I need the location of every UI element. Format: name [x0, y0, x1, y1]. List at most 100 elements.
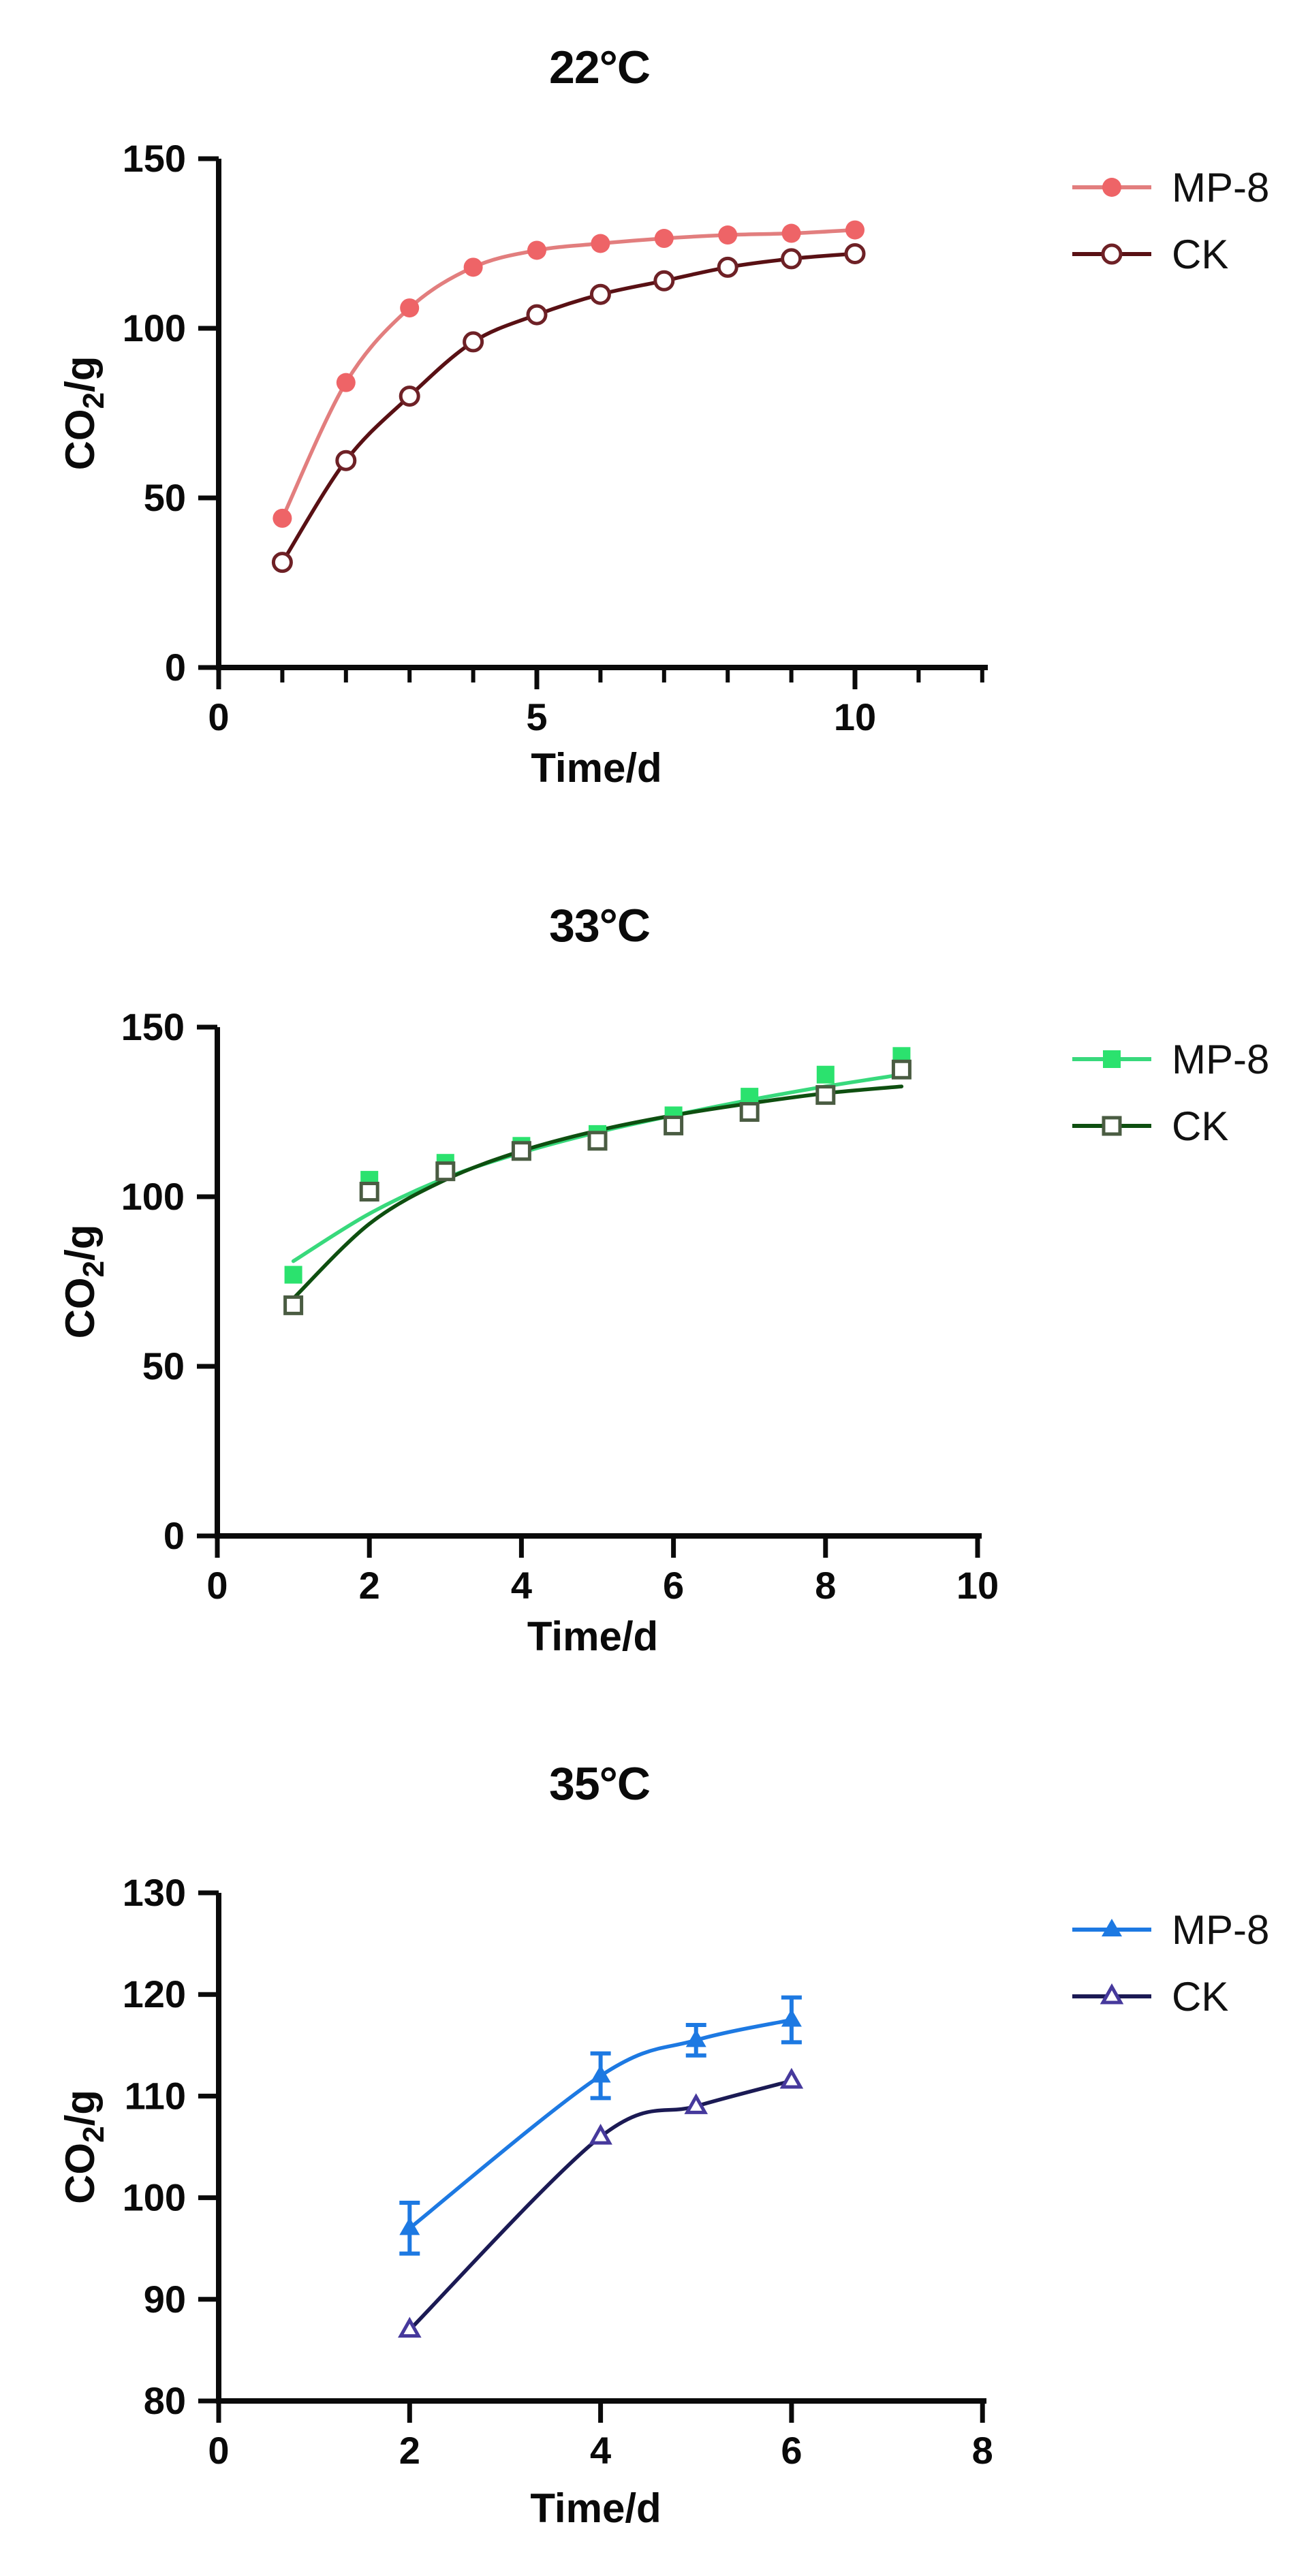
mp-8-marker [284, 1266, 302, 1284]
legend-symbol-ck-icon [1072, 243, 1151, 265]
x-tick-label: 5 [526, 695, 547, 738]
ck-curve [407, 2079, 794, 2332]
plot-33c: 0 50 100 150 0 2 4 6 8 10 Time/d CO2/g [57, 1005, 999, 1659]
ck-marker [399, 386, 420, 407]
ck-marker [463, 331, 484, 353]
x-tick-label: 0 [208, 2429, 229, 2472]
legend-marker [1103, 1050, 1121, 1068]
legend-symbol-mp8-icon [1072, 1050, 1151, 1068]
legend-symbol-ck-icon [1072, 1983, 1151, 2005]
ck-marker [815, 1085, 836, 1105]
mp-8-marker [654, 229, 674, 249]
legend-symbol-mp8-icon [1072, 178, 1151, 197]
mp-8-marker [399, 2217, 420, 2235]
x-tick-label: 4 [590, 2429, 611, 2472]
x-tick-label: 0 [206, 1564, 228, 1607]
ck-marker [398, 2316, 422, 2338]
plot-22c: 0 50 100 150 0 5 10 Time/d CO2/g [57, 137, 988, 791]
mp-8-marker [272, 508, 292, 528]
plot-35c: 80 90 100 110 120 130 0 2 4 6 8 Time/d CO2/g [57, 1871, 993, 2531]
x-axis-title: Time/d [530, 2485, 661, 2531]
x-axis-title: Time/d [527, 1614, 658, 1659]
ck-marker [526, 304, 548, 326]
x-tick-label: 4 [511, 1564, 532, 1607]
legend-marker [1102, 1116, 1122, 1136]
x-tick-label: 6 [663, 1564, 684, 1607]
ck-marker [664, 1115, 684, 1135]
y-tick-label: 150 [121, 1005, 185, 1048]
mp-8-marker [400, 298, 420, 318]
ck-marker [717, 256, 738, 278]
mp-8-marker [781, 2009, 802, 2027]
chart-title-22c: 22°C [549, 42, 651, 93]
mp-8-curve [280, 227, 857, 520]
ck-marker [684, 2093, 708, 2114]
mp-8-marker [781, 223, 801, 243]
y-tick-label: 110 [125, 2074, 186, 2117]
y-axis-title: CO2/g [57, 356, 110, 471]
legend-label-mp8: MP-8 [1172, 1906, 1270, 1953]
mp-8-marker [463, 257, 483, 277]
y-tick-label: 100 [123, 2176, 186, 2219]
y-tick-label: 130 [123, 1871, 186, 1914]
x-axis-title: Time/d [531, 745, 661, 791]
legend-item-mp8: MP-8 [1071, 164, 1270, 210]
legend-22c: MP-8 CK [1071, 164, 1270, 299]
legend-item-ck: CK [1071, 231, 1269, 277]
chart-title-33c: 33°C [549, 900, 651, 952]
mp-8-marker [591, 234, 610, 253]
legend-item-ck: CK [1071, 1103, 1269, 1149]
ck-marker [589, 2123, 612, 2145]
y-tick-label: 100 [121, 1175, 185, 1218]
ck-curve [291, 1084, 904, 1301]
ck-marker [844, 242, 866, 264]
legend-symbol-ck-icon [1072, 1116, 1151, 1136]
y-tick-label: 150 [123, 137, 186, 180]
ck-marker [587, 1131, 608, 1151]
y-tick-label: 0 [165, 646, 186, 689]
y-axis-title: CO2/g [57, 1225, 110, 1339]
y-tick-label: 80 [144, 2379, 186, 2422]
x-tick-label: 10 [834, 695, 876, 738]
x-tick-label: 8 [815, 1564, 836, 1607]
legend-label-ck: CK [1172, 1103, 1229, 1149]
ck-marker [435, 1161, 456, 1182]
y-tick-label: 90 [144, 2278, 186, 2321]
ck-marker [891, 1059, 912, 1080]
y-tick-label: 0 [164, 1514, 185, 1557]
y-tick-label: 120 [123, 1973, 186, 2015]
y-axis-title: CO2/g [57, 2090, 110, 2204]
mp-8-marker [527, 240, 546, 260]
ck-curve [280, 251, 857, 565]
legend-marker [1101, 243, 1123, 265]
ck-marker [739, 1102, 760, 1122]
mp-8-marker [685, 2029, 706, 2047]
chart-block-33c: 33°C MP-8 CK 0 50 100 150 0 2 4 6 8 10 Time/d CO2/g [0, 858, 1308, 1716]
x-tick-label: 0 [208, 695, 229, 738]
legend-35c: MP-8 CK [1071, 1906, 1270, 2041]
legend-label-mp8: MP-8 [1172, 1036, 1270, 1082]
legend-label-ck: CK [1172, 1973, 1229, 2020]
ck-marker [335, 450, 357, 471]
ck-marker [589, 283, 611, 305]
mp-8-marker [718, 225, 738, 245]
chart-block-35c: 35°C MP-8 CK 80 90 100 110 120 130 0 2 4 6 8 Time/d… [0, 1716, 1308, 2576]
legend-label-ck: CK [1172, 231, 1229, 277]
ck-marker [781, 248, 803, 270]
ck-marker [511, 1141, 531, 1161]
mp-8-marker [590, 2064, 611, 2083]
x-tick-label: 2 [359, 1564, 380, 1607]
x-tick-label: 10 [956, 1564, 999, 1607]
chart-block-22c: 22°C MP-8 CK 0 50 100 150 0 5 10 Time/d CO2/g [0, 0, 1308, 858]
legend-33c: MP-8 CK [1071, 1037, 1269, 1171]
y-tick-label: 50 [144, 476, 186, 519]
ck-marker [283, 1295, 304, 1315]
legend-label-mp8: MP-8 [1172, 164, 1270, 210]
ck-marker [271, 552, 293, 574]
chart-title-35c: 35°C [549, 1758, 651, 1810]
legend-item-mp8: MP-8 [1071, 1906, 1270, 1953]
legend-marker [1102, 178, 1121, 197]
legend-item-mp8: MP-8 [1071, 1036, 1270, 1082]
legend-symbol-mp8-icon [1072, 1919, 1151, 1936]
legend-marker [1100, 1983, 1124, 2005]
